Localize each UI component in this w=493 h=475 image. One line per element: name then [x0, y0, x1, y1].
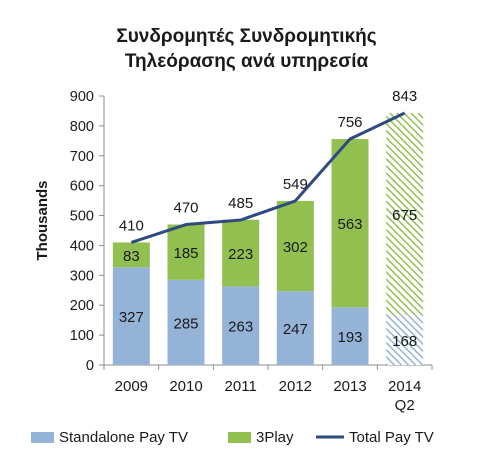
data-label-standalone: 247 [283, 321, 308, 338]
data-label-standalone: 263 [228, 319, 253, 336]
y-tick-label: 900 [70, 89, 94, 105]
data-label-standalone: 285 [173, 315, 198, 332]
x-tick-label: 2009 [115, 378, 148, 395]
bar-standalone [167, 279, 205, 365]
data-label-total: 470 [173, 200, 198, 217]
data-label-3play: 563 [337, 216, 362, 233]
y-tick-label: 700 [70, 149, 94, 165]
y-tick-label: 200 [70, 298, 94, 314]
bar-3play [331, 139, 369, 308]
data-label-standalone: 193 [337, 329, 362, 346]
x-tick-label: 2014 [388, 378, 421, 395]
y-tick-label: 100 [70, 328, 94, 344]
legend-swatch-standalone [31, 432, 54, 443]
legend-label-total: Total Pay TV [349, 429, 434, 446]
data-label-standalone: 327 [119, 309, 144, 326]
bar-standalone [112, 267, 150, 365]
data-label-total: 756 [337, 114, 362, 131]
legend-label-3play: 3Play [256, 429, 294, 446]
data-label-total: 843 [392, 88, 417, 105]
data-label-3play: 675 [392, 207, 417, 224]
legend-swatch-3play [228, 432, 251, 443]
legend-label-standalone: Standalone Pay TV [59, 429, 188, 446]
bar-standalone [331, 307, 369, 365]
x-tick-label: 2010 [169, 378, 202, 395]
bar-standalone [276, 291, 314, 365]
y-tick-label: 800 [70, 119, 94, 135]
x-tick-label: 2012 [279, 378, 312, 395]
y-tick-label: 600 [70, 179, 94, 195]
bar-standalone [386, 314, 424, 365]
data-label-total: 485 [228, 195, 253, 212]
bar-standalone [222, 286, 260, 365]
bar-3play [222, 219, 260, 287]
data-label-3play: 185 [173, 245, 198, 262]
y-axis-label: Thousands [34, 180, 51, 260]
chart-title-line-2: Τηλεόρασης ανά υπηρεσία [124, 51, 369, 72]
data-label-3play: 223 [228, 246, 253, 263]
data-label-total: 549 [283, 176, 308, 193]
data-label-3play: 302 [283, 239, 308, 256]
y-tick-label: 400 [70, 238, 94, 254]
x-tick-label: Q2 [395, 397, 415, 414]
bar-3play [386, 113, 424, 315]
chart-title-line-1: Συνδρομητές Συνδρομητικής [116, 26, 377, 47]
x-tick-label: 2013 [333, 378, 366, 395]
y-tick-label: 0 [86, 358, 94, 374]
bar-3play [276, 200, 314, 292]
bar-3play [112, 242, 150, 268]
line-total-pay-tv [130, 111, 406, 244]
data-label-standalone: 168 [392, 333, 417, 350]
data-label-total: 410 [119, 217, 144, 234]
x-tick-label: 2011 [225, 378, 257, 395]
y-tick-label: 300 [70, 268, 94, 284]
data-label-3play: 83 [123, 248, 140, 265]
y-tick-label: 500 [70, 209, 94, 225]
bar-3play [167, 224, 205, 280]
